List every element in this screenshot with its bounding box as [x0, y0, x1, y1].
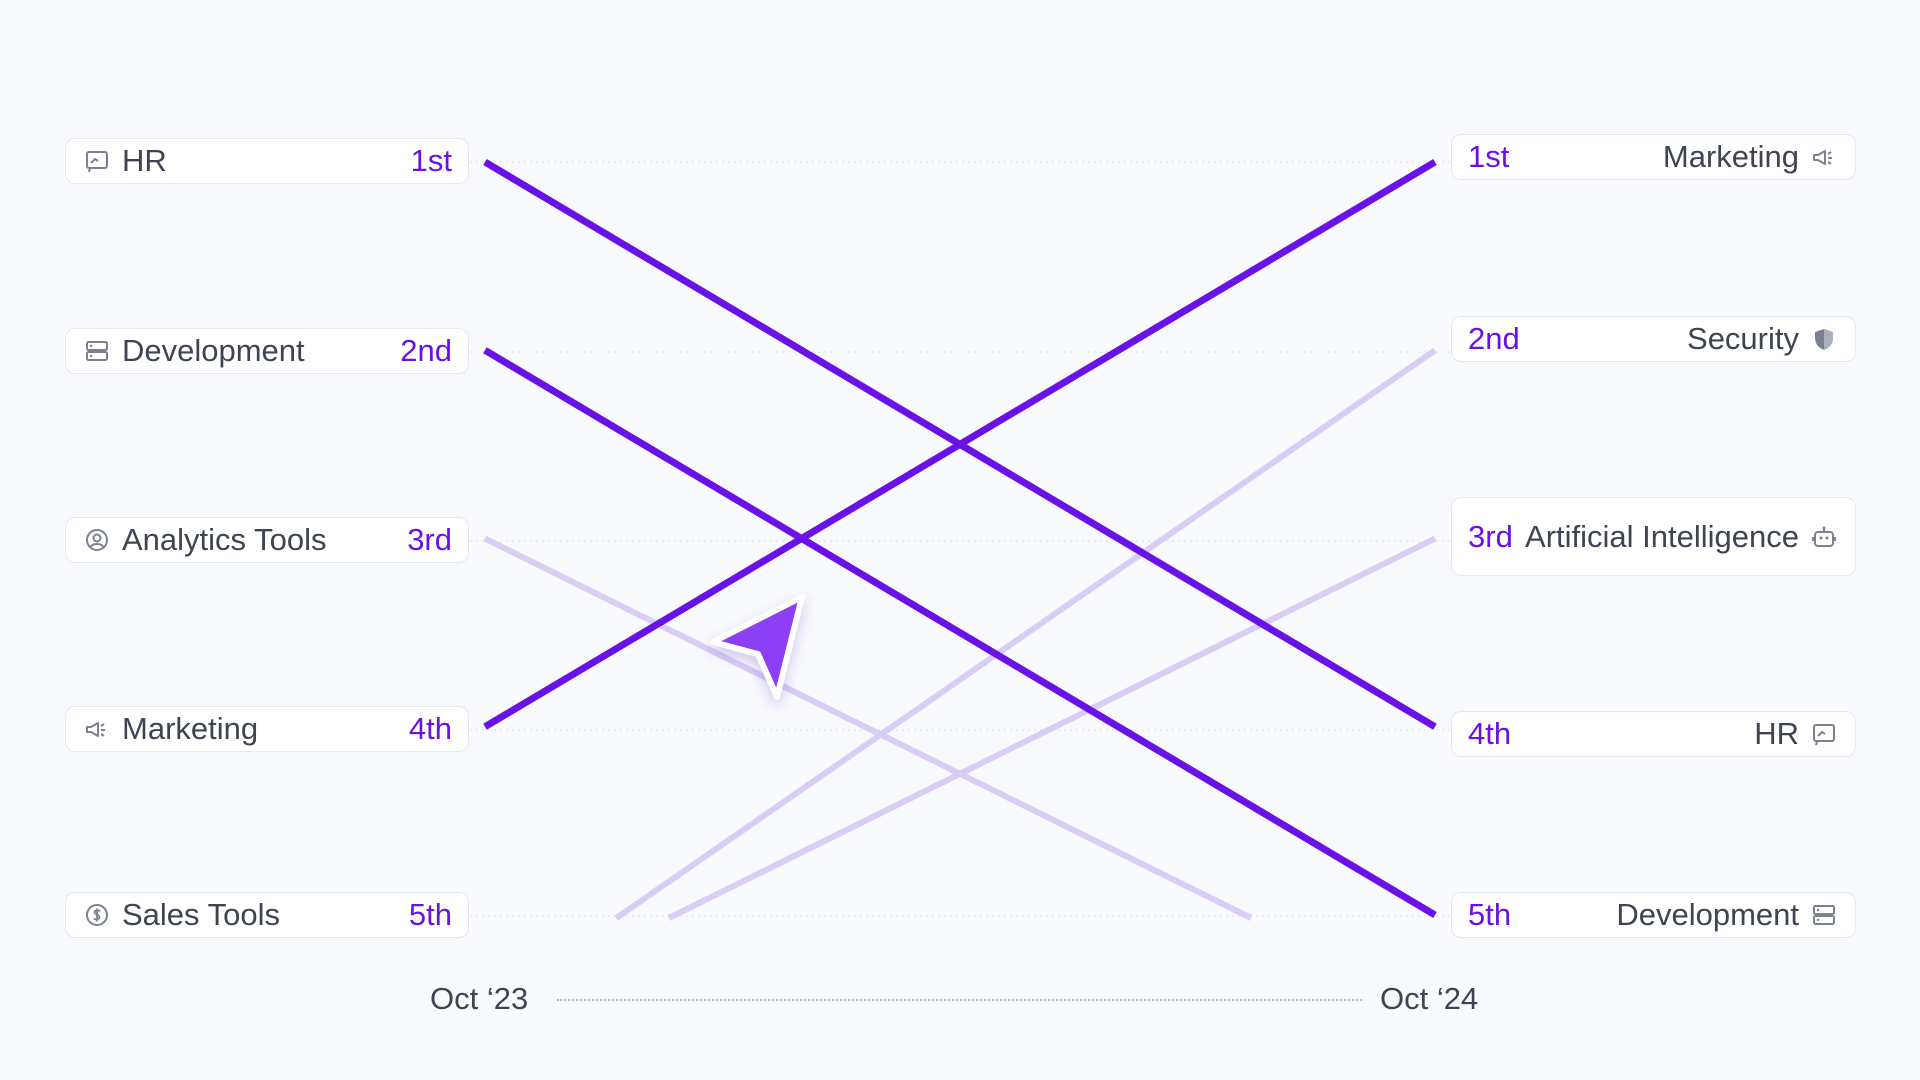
- category-label: Marketing: [122, 711, 259, 746]
- left-rank-pill: Development 2nd: [65, 328, 469, 374]
- rank-label: 3rd: [407, 522, 452, 557]
- category-label: HR: [1754, 716, 1799, 751]
- right-rank-pill: 5th Development: [1451, 892, 1856, 938]
- category-label: Development: [122, 333, 305, 368]
- rank-label: 2nd: [400, 333, 452, 368]
- category-label: Security: [1687, 321, 1799, 356]
- category-label: Marketing: [1662, 139, 1799, 174]
- server-icon: [1809, 900, 1839, 930]
- series-line-development: [483, 347, 1437, 919]
- category-label: Analytics Tools: [122, 522, 327, 557]
- rank-label: 5th: [408, 897, 452, 932]
- megaphone-icon: [82, 714, 112, 744]
- series-line-artificial-intelligence: [667, 535, 1437, 921]
- category-label: Development: [1616, 897, 1799, 932]
- right-rank-pill: 4th HR: [1451, 711, 1856, 757]
- timeline-dotted-line: [557, 999, 1362, 1001]
- category-label: Artificial Intelligence: [1525, 518, 1799, 554]
- robot-icon: [1809, 522, 1839, 552]
- category-label: Sales Tools: [122, 897, 280, 932]
- rank-label: 3rd: [1468, 518, 1513, 554]
- rank-label: 4th: [1468, 716, 1512, 751]
- rank-label: 1st: [410, 143, 452, 178]
- x-axis-label-start: Oct ‘23: [430, 981, 529, 1016]
- left-rank-pill: Marketing 4th: [65, 706, 469, 752]
- user-circle-icon: [82, 525, 112, 555]
- series-line-marketing: [483, 158, 1437, 730]
- dollar-circle-icon: [82, 900, 112, 930]
- category-label: HR: [122, 143, 167, 178]
- chat-board-icon: [82, 146, 112, 176]
- rank-label: 4th: [408, 711, 452, 746]
- rank-label: 5th: [1468, 897, 1512, 932]
- megaphone-icon: [1809, 142, 1839, 172]
- server-icon: [82, 336, 112, 366]
- rank-label: 1st: [1468, 139, 1510, 174]
- series-line-security: [614, 347, 1437, 921]
- left-rank-pill: Sales Tools 5th: [65, 892, 469, 938]
- rank-label: 2nd: [1468, 321, 1520, 356]
- series-line-analytics-tools: [483, 535, 1253, 921]
- right-rank-pill: 2nd Security: [1451, 316, 1856, 362]
- left-rank-pill: Analytics Tools 3rd: [65, 517, 469, 563]
- chat-board-icon: [1809, 719, 1839, 749]
- cursor-arrow-icon: [710, 594, 805, 700]
- shield-icon: [1809, 324, 1839, 354]
- right-rank-pill: 1st Marketing: [1451, 134, 1856, 180]
- x-axis-label-end: Oct ‘24: [1380, 981, 1479, 1016]
- left-rank-pill: HR 1st: [65, 138, 469, 184]
- right-rank-pill: 3rd Artificial Intelligence: [1451, 497, 1856, 576]
